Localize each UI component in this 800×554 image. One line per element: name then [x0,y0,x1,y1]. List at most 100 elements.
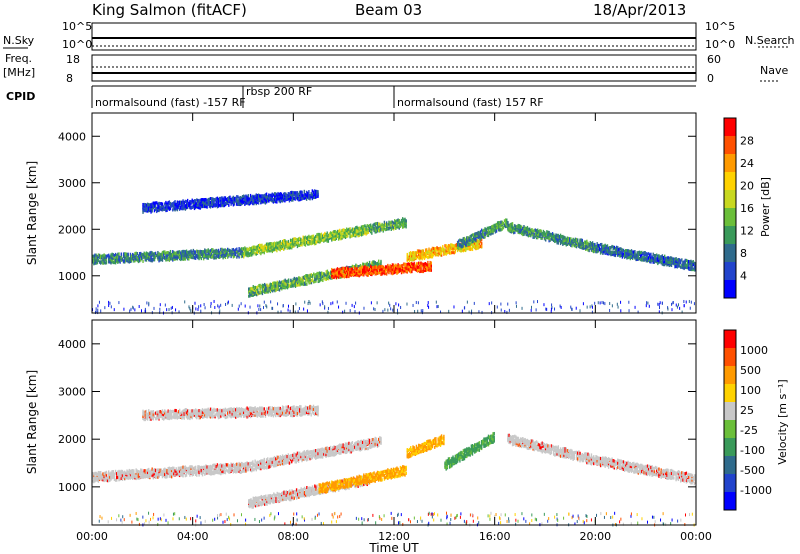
scatter-cell [209,254,212,258]
scatter-cell [647,258,650,263]
noise-cell [351,303,353,307]
scatter-cell [250,290,252,294]
scatter-cell [483,235,485,239]
scatter-cell [304,235,307,239]
scatter-cell [252,201,254,206]
noise-cell [200,304,202,308]
scatter-cell [273,197,276,201]
noise-cell [97,308,99,312]
scatter-cell [185,254,188,258]
scatter-cell [670,256,673,260]
scatter-cell [517,223,519,228]
scatter-cell [528,231,531,235]
scatter-cell [98,255,101,260]
scatter-cell [202,257,205,261]
scatter-cell [325,238,327,242]
scatter-cell [360,231,363,235]
scatter-cell [312,190,315,194]
scatter-cell [556,241,558,245]
scatter-cell [184,199,187,203]
scatter-cell [172,202,174,206]
scatter-cell [443,250,445,254]
scatter-cell [317,272,319,276]
noise-cell [166,308,168,312]
scatter-cell [190,200,192,204]
scatter-cell [645,256,648,261]
scatter-cell [206,205,208,209]
scatter-cell [204,198,206,202]
scatter-cell [333,275,335,280]
scatter-cell [162,250,165,254]
scatter-cell [156,201,158,205]
scatter-cell [259,196,261,200]
noise-cell [496,305,498,309]
scatter-cell [254,198,256,202]
noise-cell [260,308,262,312]
scatter-cell [542,229,545,234]
scatter-cell [534,228,537,232]
scatter-cell [558,239,561,243]
scatter-cell [674,257,676,261]
scatter-cell [293,192,295,197]
noise-cell [634,305,636,309]
noise-cell [628,300,630,304]
scatter-cell [603,250,605,254]
scatter-cell [176,205,179,210]
scatter-cell [259,283,261,288]
scatter-cell [101,473,103,477]
scatter-cell [278,241,280,245]
scatter-cell [456,240,459,245]
scatter-cell [563,241,565,245]
scatter-cell [530,228,532,232]
scatter-cell [332,269,334,273]
scatter-cell [589,246,592,250]
scatter-cell [249,287,251,291]
scatter-cell [205,197,207,202]
scatter-cell [392,263,395,267]
scatter-cell [289,243,292,247]
scatter-cell [454,245,457,250]
scatter-cell [97,479,100,483]
scatter-cell [427,260,429,265]
scatter-cell [273,194,276,199]
scatter-cell [429,260,431,265]
scatter-cell [157,250,159,255]
scatter-cell [152,252,155,256]
scatter-cell [113,472,116,476]
scatter-cell [143,202,145,207]
scatter-cell [145,256,148,260]
noise-cell [342,310,344,314]
scatter-cell [103,478,105,483]
scatter-cell [467,242,469,247]
scatter-cell [287,285,290,289]
scatter-cell [136,256,139,260]
scatter-cell [405,222,407,227]
scatter-cell [286,279,289,283]
scatter-cell [424,264,427,268]
scatter-cell [381,224,383,229]
scatter-cell [207,248,209,252]
scatter-cell [586,241,588,246]
scatter-cell [229,195,231,199]
scatter-cell [658,260,660,264]
scatter-cell [273,284,275,288]
colorbar-tick-label: 28 [740,135,754,148]
scatter-cell [419,261,421,265]
scatter-cell [295,242,298,246]
scatter-cell [110,255,112,259]
power-plot-frame [92,113,696,313]
scatter-cell [651,257,653,261]
scatter-cell [278,288,281,292]
scatter-cell [104,256,106,260]
scatter-cell [100,254,102,258]
scatter-cell [394,269,396,273]
scatter-cell [355,263,357,267]
scatter-cell [265,248,268,252]
scatter-cell [174,253,176,257]
scatter-cell [532,235,534,239]
scatter-cell [272,193,275,197]
scatter-cell [287,278,290,282]
scatter-cell [519,224,522,228]
scatter-cell [252,285,254,289]
scatter-cell [122,254,125,258]
